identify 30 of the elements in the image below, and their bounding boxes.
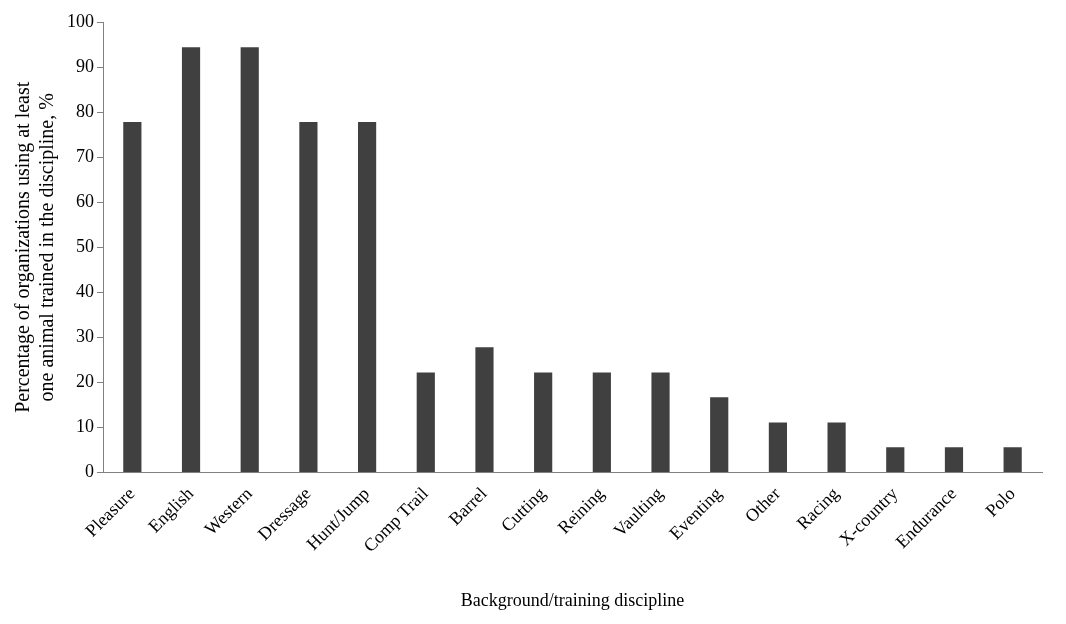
bar bbox=[944, 447, 964, 473]
x-tick-label: Polo bbox=[981, 483, 1019, 521]
y-tick-label: 80 bbox=[76, 100, 94, 121]
y-tick-label: 70 bbox=[76, 145, 94, 166]
bar bbox=[416, 372, 435, 473]
bar bbox=[768, 422, 787, 473]
bar bbox=[123, 122, 142, 473]
bar bbox=[1003, 447, 1022, 473]
y-tick-label: 30 bbox=[76, 326, 94, 347]
bar bbox=[592, 372, 611, 473]
y-tick-label: 10 bbox=[76, 416, 94, 437]
y-tick-label: 100 bbox=[67, 10, 94, 31]
bar bbox=[534, 372, 553, 473]
bar bbox=[710, 397, 729, 473]
y-axis-title: Percentage of organizations using at least one animal trained in the discipline, % bbox=[11, 81, 59, 413]
y-tick-label: 40 bbox=[76, 281, 94, 302]
y-tick-label: 90 bbox=[76, 55, 94, 76]
bar bbox=[651, 372, 670, 473]
y-tick-label: 0 bbox=[85, 461, 94, 482]
bar bbox=[240, 47, 259, 473]
bar bbox=[827, 422, 846, 473]
y-tick-label: 50 bbox=[76, 236, 94, 256]
bar bbox=[299, 122, 318, 473]
bar bbox=[181, 47, 201, 473]
x-axis-title: Background/training discipline bbox=[460, 589, 685, 610]
bar bbox=[358, 122, 377, 473]
y-tick-label: 20 bbox=[76, 371, 94, 392]
bar bbox=[886, 447, 905, 473]
bar bbox=[475, 347, 494, 473]
y-tick-label: 60 bbox=[76, 190, 94, 211]
